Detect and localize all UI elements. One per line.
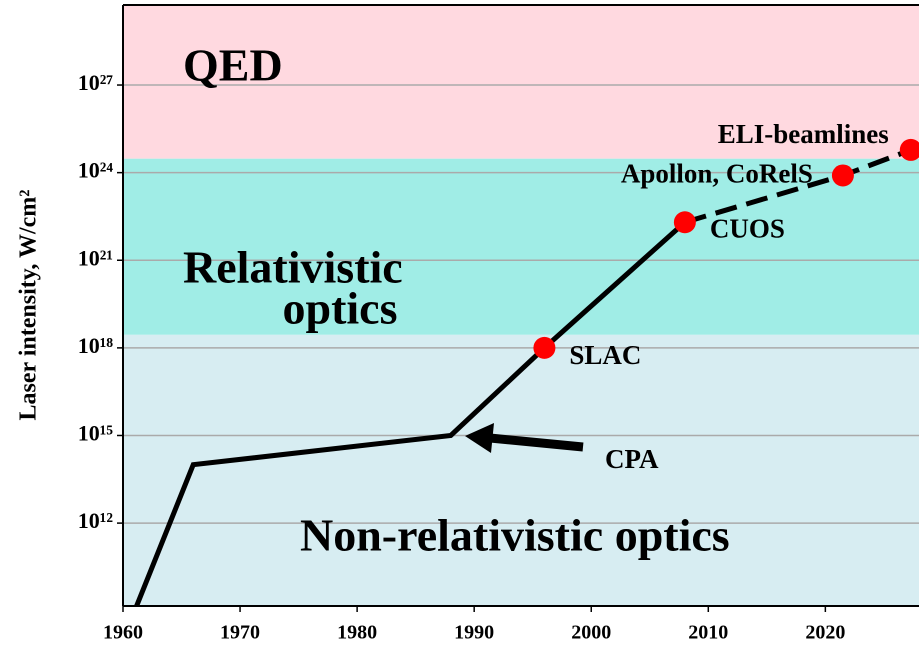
point-label: ELI-beamlines xyxy=(718,119,889,149)
x-tick-label: 2020 xyxy=(805,622,845,644)
point-label: SLAC xyxy=(569,340,641,370)
series-line xyxy=(133,220,687,606)
x-tick-label: 1990 xyxy=(454,622,494,644)
y-tick-label: 10¹⁵ xyxy=(78,421,114,446)
region xyxy=(123,158,919,335)
region-label: Non-relativistic optics xyxy=(300,510,730,561)
y-tick-label: 10¹² xyxy=(78,508,114,533)
point-label: CUOS xyxy=(710,213,785,243)
point xyxy=(899,138,919,161)
cpa-arrow-head xyxy=(465,423,494,453)
x-tick-label: 1960 xyxy=(103,622,143,644)
point xyxy=(831,164,854,187)
y-tick-label: 10²⁴ xyxy=(78,158,114,183)
y-tick-label: 10¹⁸ xyxy=(78,333,114,358)
region xyxy=(123,5,919,159)
region-label: QED xyxy=(183,40,283,91)
regions xyxy=(123,5,919,606)
region-label: optics xyxy=(283,283,398,334)
region-label: Relativistic xyxy=(183,242,403,293)
point xyxy=(533,336,556,359)
y-tick-label: 10²⁷ xyxy=(78,70,114,95)
region xyxy=(123,334,919,606)
annotation: CPA xyxy=(605,444,659,474)
point xyxy=(673,211,696,234)
x-tick-label: 2010 xyxy=(688,622,728,644)
x-tick-label: 1970 xyxy=(220,622,260,644)
y-axis-label: Laser intensity, W/cm² xyxy=(16,190,42,421)
x-tick-label: 1980 xyxy=(337,622,377,644)
point-label: Apollon, CoRelS xyxy=(621,159,813,189)
grid xyxy=(123,84,919,524)
y-tick-label: 10²¹ xyxy=(78,245,113,270)
cpa-arrow-shaft xyxy=(489,433,584,452)
x-tick-label: 2000 xyxy=(571,622,611,644)
